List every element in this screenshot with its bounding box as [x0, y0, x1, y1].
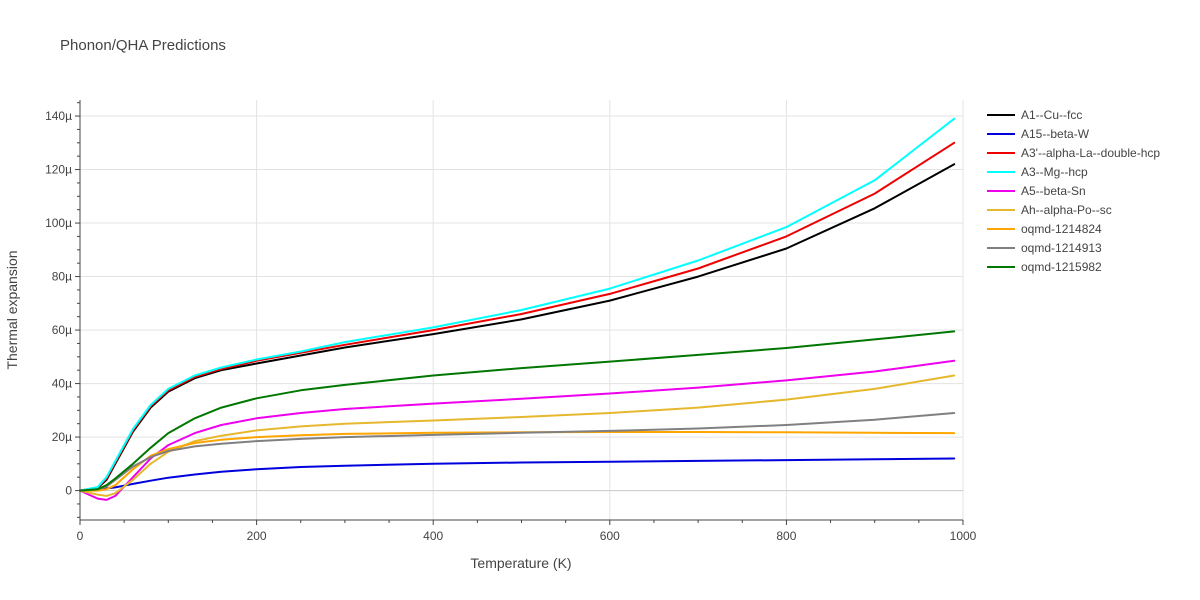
- legend-item[interactable]: A3'--alpha-La--double-hcp: [987, 146, 1160, 160]
- legend-item[interactable]: A3--Mg--hcp: [987, 165, 1088, 179]
- y-tick-label: 20µ: [52, 430, 72, 444]
- legend-label: oqmd-1214824: [1021, 222, 1102, 236]
- x-axis-title: Temperature (K): [470, 555, 571, 571]
- x-tick-label: 600: [600, 529, 620, 543]
- legend-item[interactable]: oqmd-1215982: [987, 260, 1102, 274]
- legend-item[interactable]: oqmd-1214824: [987, 222, 1102, 236]
- legend-item[interactable]: Ah--alpha-Po--sc: [987, 203, 1112, 217]
- series-line-ah-alpha-po-sc: [79, 374, 956, 497]
- y-tick-label: 120µ: [45, 163, 72, 177]
- legend-item[interactable]: A15--beta-W: [987, 127, 1090, 141]
- legend-item[interactable]: oqmd-1214913: [987, 241, 1102, 255]
- series-line-a5-beta-sn: [79, 359, 956, 501]
- axes: 0 200 400 600 800 1000 0 20µ 40µ 60µ 80µ 100µ 120µ 14…: [45, 100, 977, 543]
- legend-label: A3'--alpha-La--double-hcp: [1021, 146, 1160, 160]
- x-tick-label: 800: [776, 529, 796, 543]
- legend-label: A15--beta-W: [1021, 127, 1090, 141]
- chart-title: Phonon/QHA Predictions: [60, 37, 226, 54]
- y-tick-label: 60µ: [52, 323, 72, 337]
- legend-label: oqmd-1215982: [1021, 260, 1102, 274]
- series-line-oqmd-1214913: [79, 412, 956, 492]
- x-tick-label: 200: [247, 529, 267, 543]
- x-tick-label: 1000: [950, 529, 977, 543]
- legend-item[interactable]: A1--Cu--fcc: [987, 108, 1082, 122]
- plot-area: [79, 117, 956, 501]
- series-line-a3-mg-hcp: [79, 117, 956, 492]
- legend-label: A5--beta-Sn: [1021, 184, 1086, 198]
- y-axis-title: Thermal expansion: [4, 250, 20, 369]
- x-tick-label: 0: [77, 529, 84, 543]
- series-line-a15-beta-w: [79, 457, 956, 492]
- series-line-oqmd-1214824: [79, 431, 956, 492]
- legend-label: oqmd-1214913: [1021, 241, 1102, 255]
- y-tick-label: 100µ: [45, 216, 72, 230]
- legend-label: A1--Cu--fcc: [1021, 108, 1082, 122]
- y-tick-label: 80µ: [52, 270, 72, 284]
- y-tick-label: 40µ: [52, 377, 72, 391]
- y-tick-label: 0: [65, 484, 72, 498]
- legend[interactable]: A1--Cu--fcc A15--beta-W A3'--alpha-La--dou…: [987, 108, 1160, 274]
- series-line-oqmd-1215982: [79, 330, 956, 492]
- legend-label: Ah--alpha-Po--sc: [1021, 203, 1112, 217]
- legend-item[interactable]: A5--beta-Sn: [987, 184, 1086, 198]
- x-tick-label: 400: [423, 529, 443, 543]
- grid-lines: [80, 100, 964, 520]
- y-tick-label: 140µ: [45, 109, 72, 123]
- legend-label: A3--Mg--hcp: [1021, 165, 1088, 179]
